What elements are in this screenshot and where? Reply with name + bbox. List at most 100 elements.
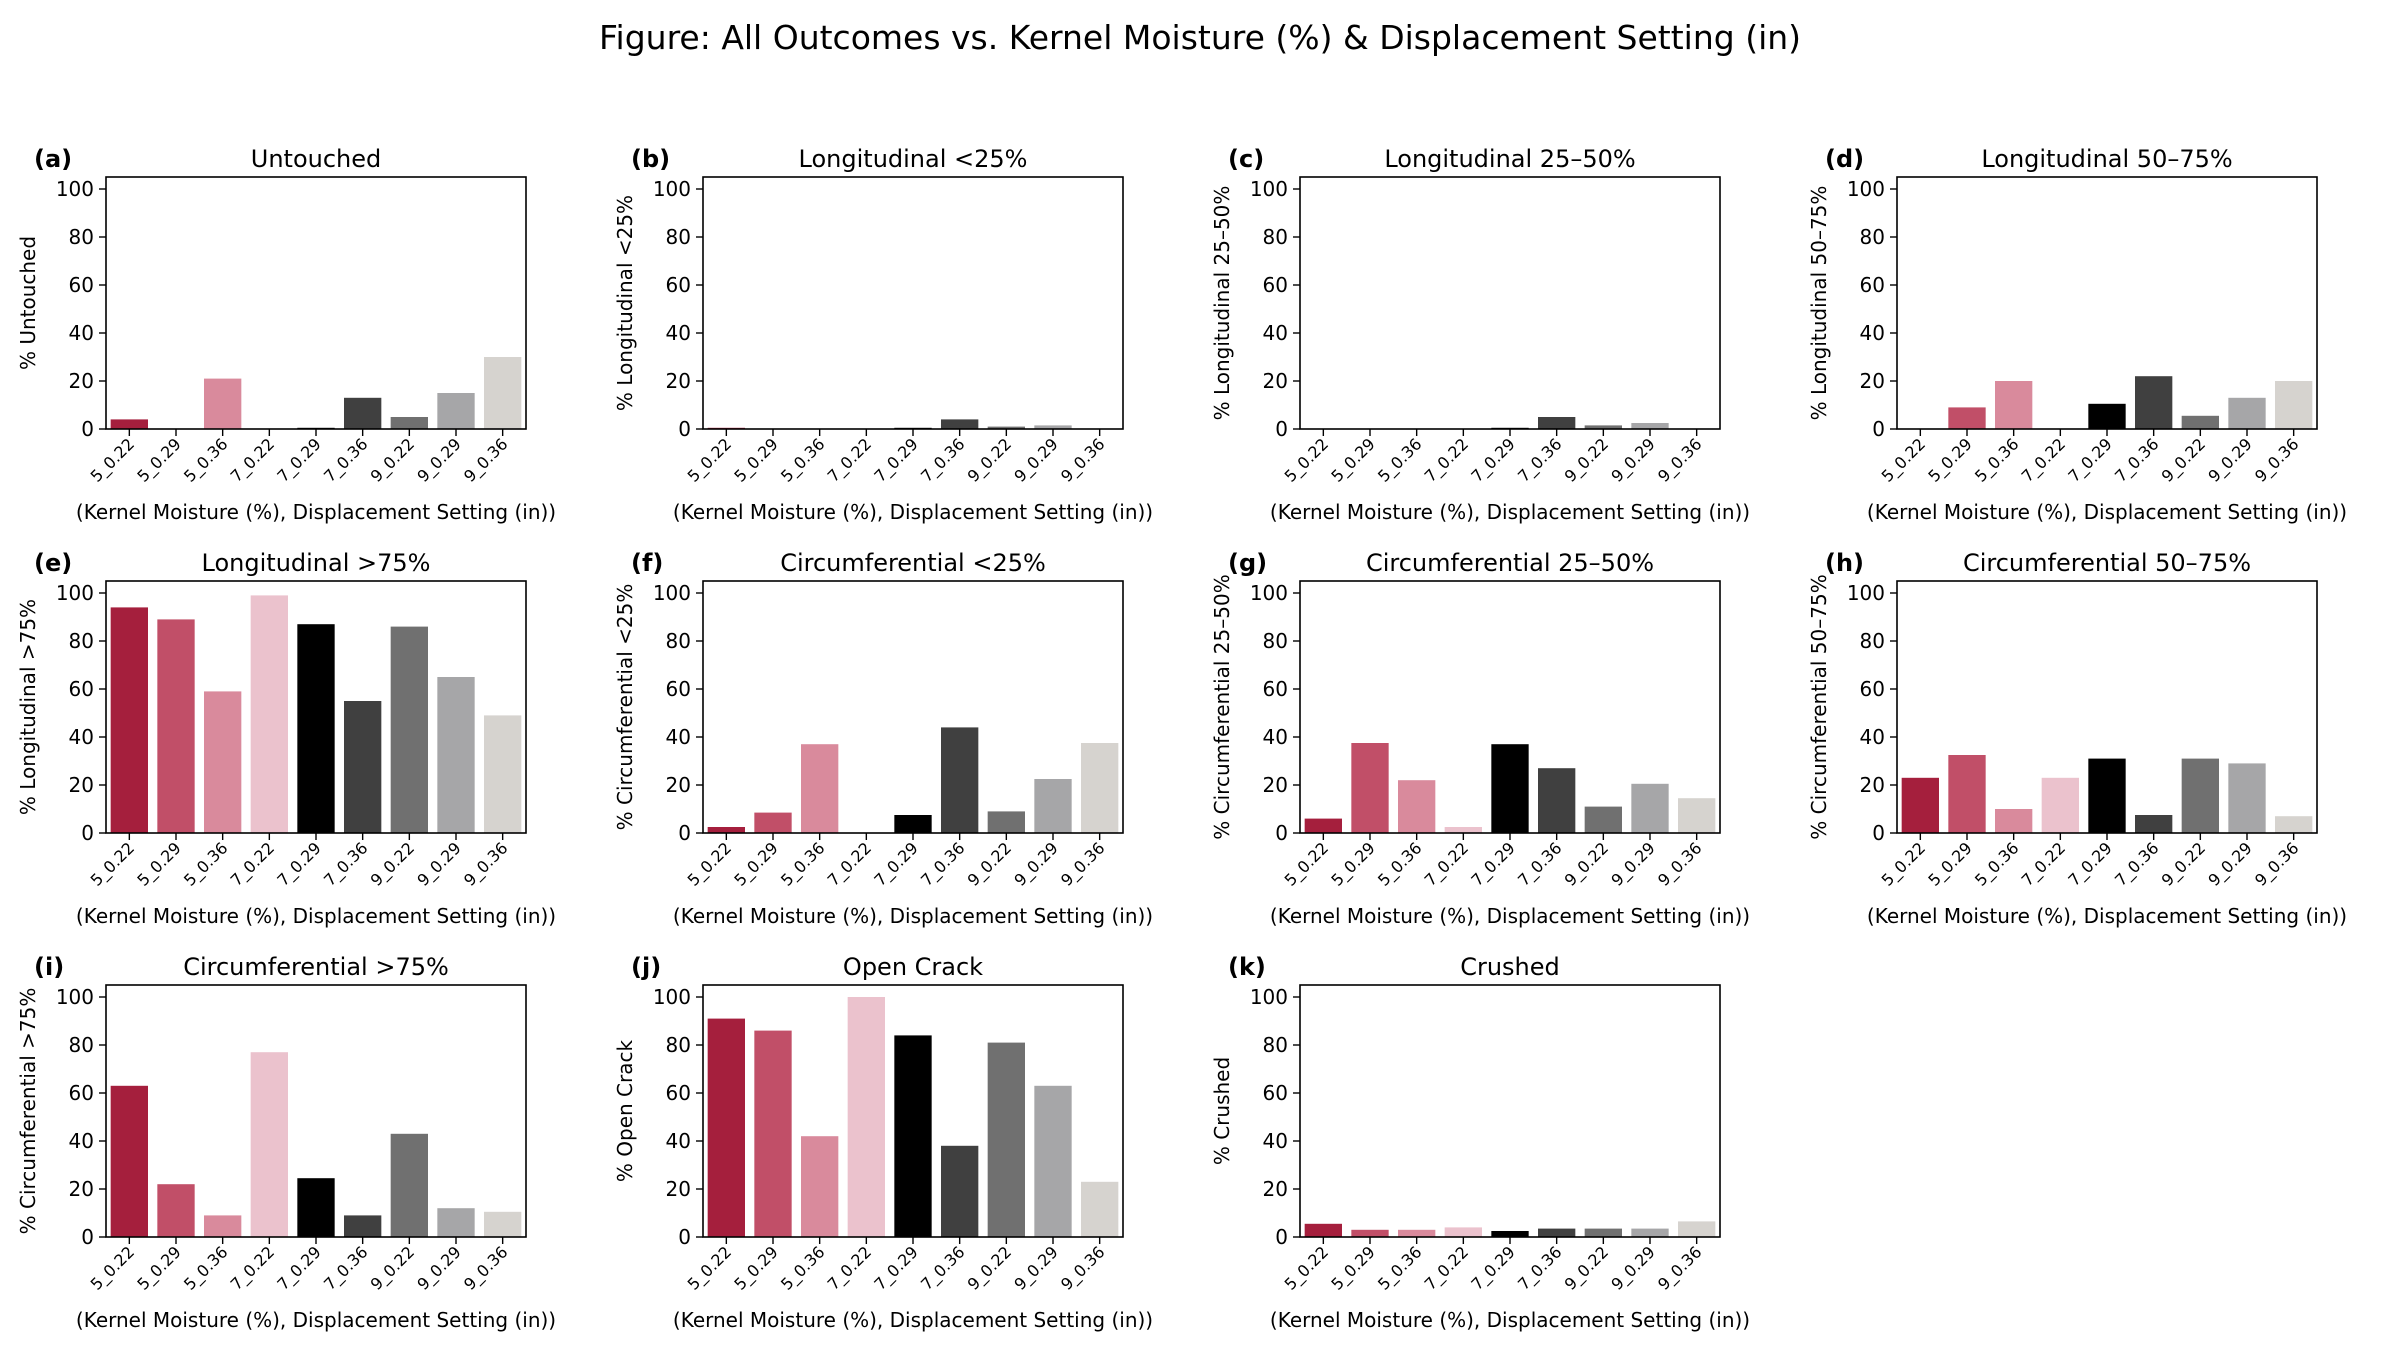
bar-7_0.22 xyxy=(1444,827,1482,833)
x-axis-label: (Kernel Moisture (%), Displacement Setti… xyxy=(1867,904,2347,928)
y-tick-label: 80 xyxy=(1263,225,1288,249)
y-tick-label: 40 xyxy=(69,321,94,345)
panel-label: (g) xyxy=(1228,549,1267,577)
x-tick-label: 7_0.22 xyxy=(1421,838,1473,890)
y-axis-label: % Open Crack xyxy=(613,1040,637,1183)
x-tick-label: 7_0.36 xyxy=(917,838,969,890)
x-tick-label: 7_0.22 xyxy=(227,1242,279,1294)
panel-label: (b) xyxy=(631,145,670,173)
bar-9_0.22 xyxy=(1584,425,1622,429)
subplot-f: 0 20 40 60 80 100 5_0.22 5_0.29 5_0.36 7_0.22 7_0.… xyxy=(597,539,1187,959)
chart-svg: 0204060801005_0.225_0.295_0.367_0.227_0.… xyxy=(1807,145,2347,524)
x-tick-label: 5_0.29 xyxy=(730,1242,782,1294)
x-axis-label: (Kernel Moisture (%), Displacement Setti… xyxy=(76,1308,556,1332)
y-tick-label: 0 xyxy=(81,417,94,441)
x-tick-label: 7_0.29 xyxy=(2064,838,2116,890)
x-tick-label: 7_0.29 xyxy=(870,1242,922,1294)
y-tick-label: 80 xyxy=(69,629,94,653)
chart-svg: 0204060801005_0.225_0.295_0.367_0.227_0.… xyxy=(1210,145,1750,524)
y-tick-label: 100 xyxy=(1847,177,1885,201)
subplot-title: Longitudinal <25% xyxy=(799,145,1028,173)
y-tick-label: 100 xyxy=(1847,581,1885,605)
x-tick-label: 5_0.36 xyxy=(180,1242,232,1294)
bar-9_0.22 xyxy=(987,426,1025,429)
y-tick-label: 40 xyxy=(1860,321,1885,345)
panel-label: (i) xyxy=(34,953,64,981)
x-tick-label: 7_0.29 xyxy=(2064,434,2116,486)
y-tick-label: 100 xyxy=(56,177,94,201)
x-axis-label: (Kernel Moisture (%), Displacement Setti… xyxy=(673,1308,1153,1332)
chart-svg: 0204060801005_0.225_0.295_0.367_0.227_0.… xyxy=(1807,549,2347,928)
x-tick-label: 5_0.29 xyxy=(1327,434,1379,486)
y-tick-label: 20 xyxy=(1263,773,1288,797)
bar-5_0.29 xyxy=(1351,743,1389,833)
bar-9_0.29 xyxy=(437,677,475,833)
bar-9_0.29 xyxy=(1631,1228,1669,1237)
bar-9_0.36 xyxy=(1081,743,1119,833)
y-tick-label: 40 xyxy=(1263,321,1288,345)
panel-label: (j) xyxy=(631,953,661,981)
x-tick-label: 9_0.29 xyxy=(1010,1242,1062,1294)
chart-svg: 0204060801005_0.225_0.295_0.367_0.227_0.… xyxy=(16,549,556,928)
x-tick-label: 7_0.29 xyxy=(273,1242,325,1294)
bar-9_0.29 xyxy=(1631,783,1669,833)
y-tick-label: 80 xyxy=(1860,225,1885,249)
y-tick-label: 100 xyxy=(653,581,691,605)
x-tick-label: 5_0.22 xyxy=(684,838,736,890)
x-tick-label: 7_0.29 xyxy=(1467,434,1519,486)
x-tick-label: 7_0.36 xyxy=(320,434,372,486)
x-tick-label: 9_0.36 xyxy=(2251,838,2303,890)
x-tick-label: 7_0.22 xyxy=(227,434,279,486)
y-tick-label: 60 xyxy=(69,273,94,297)
x-tick-label: 9_0.36 xyxy=(460,838,512,890)
x-tick-label: 7_0.22 xyxy=(824,434,876,486)
bar-9_0.22 xyxy=(987,811,1025,833)
bar-7_0.29 xyxy=(2088,403,2126,429)
x-tick-label: 9_0.22 xyxy=(367,838,419,890)
bar-5_0.36 xyxy=(204,1215,242,1237)
y-tick-label: 40 xyxy=(666,1129,691,1153)
x-tick-label: 7_0.29 xyxy=(870,838,922,890)
y-tick-label: 20 xyxy=(1860,369,1885,393)
panel-label: (d) xyxy=(1825,145,1864,173)
bar-7_0.29 xyxy=(1491,744,1529,833)
bar-5_0.29 xyxy=(754,1030,792,1237)
bar-9_0.29 xyxy=(1034,779,1072,833)
x-tick-label: 7_0.22 xyxy=(227,838,279,890)
x-tick-label: 5_0.29 xyxy=(133,1242,185,1294)
bar-9_0.22 xyxy=(1584,806,1622,833)
y-tick-label: 100 xyxy=(56,581,94,605)
x-tick-label: 5_0.22 xyxy=(684,1242,736,1294)
x-tick-label: 9_0.36 xyxy=(460,1242,512,1294)
bar-5_0.29 xyxy=(1948,407,1986,429)
x-tick-label: 7_0.22 xyxy=(2018,838,2070,890)
x-tick-label: 7_0.36 xyxy=(917,1242,969,1294)
x-tick-label: 7_0.36 xyxy=(1514,1242,1566,1294)
bar-9_0.36 xyxy=(2275,816,2313,833)
subplot-title: Longitudinal 25–50% xyxy=(1384,145,1635,173)
bar-9_0.36 xyxy=(484,357,522,429)
bar-7_0.29 xyxy=(297,624,335,833)
x-tick-label: 5_0.22 xyxy=(1281,434,1333,486)
y-axis-label: % Longitudinal 25–50% xyxy=(1210,186,1234,421)
y-axis-label: % Circumferential 25–50% xyxy=(1210,574,1234,839)
y-tick-label: 0 xyxy=(678,821,691,845)
bar-9_0.36 xyxy=(1081,1181,1119,1237)
bar-5_0.36 xyxy=(204,691,242,833)
y-tick-label: 80 xyxy=(1263,629,1288,653)
y-tick-label: 40 xyxy=(1263,1129,1288,1153)
bar-9_0.36 xyxy=(484,1211,522,1237)
bar-5_0.36 xyxy=(1995,381,2033,429)
x-tick-label: 9_0.29 xyxy=(1607,1242,1659,1294)
y-tick-label: 20 xyxy=(666,773,691,797)
panel-label: (f) xyxy=(631,549,663,577)
y-tick-label: 0 xyxy=(1872,417,1885,441)
x-tick-label: 9_0.22 xyxy=(1561,434,1613,486)
y-axis-label: % Circumferential <25% xyxy=(613,584,637,831)
x-tick-label: 9_0.36 xyxy=(1057,838,1109,890)
x-tick-label: 5_0.22 xyxy=(1281,838,1333,890)
y-tick-label: 20 xyxy=(666,369,691,393)
bar-9_0.22 xyxy=(390,626,428,833)
bar-9_0.36 xyxy=(484,715,522,833)
x-tick-label: 7_0.29 xyxy=(1467,1242,1519,1294)
